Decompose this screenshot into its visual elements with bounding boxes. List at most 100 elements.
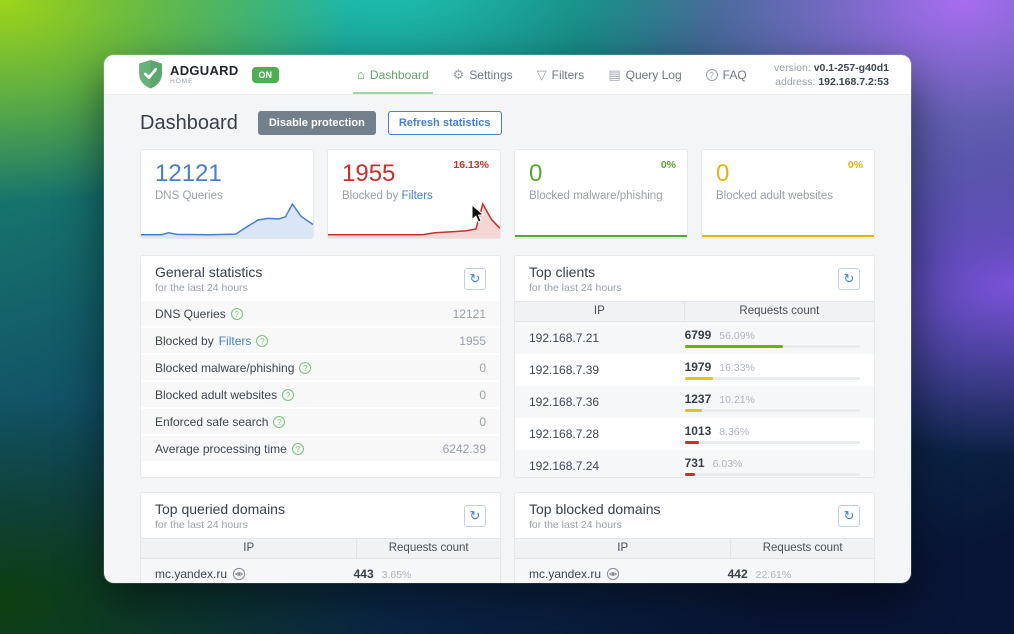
stat-card: 0 Blocked malware/phishing 0% <box>514 149 688 239</box>
refresh-icon[interactable]: ↻ <box>838 505 860 527</box>
blocked-malware-value: 0 <box>529 160 543 187</box>
panel-title: Top queried domains <box>155 501 285 517</box>
dns-queries-value: 12121 <box>155 160 222 187</box>
nav-faq[interactable]: ? FAQ <box>705 55 747 94</box>
help-icon[interactable]: ? <box>256 334 269 347</box>
progress-track <box>684 441 860 444</box>
blocked-filters-label: Blocked by Filters <box>342 190 433 202</box>
disable-protection-button[interactable]: Disable protection <box>257 111 376 135</box>
panel-title: Top blocked domains <box>529 501 661 517</box>
stat-card: 12121 DNS Queries <box>140 149 314 239</box>
panel-subtitle: for the last 24 hours <box>155 519 248 531</box>
blocked-adult-value: 0 <box>716 160 730 187</box>
stat-percent: 16.13% <box>453 159 489 171</box>
nav-query-log-label: Query Log <box>625 67 682 82</box>
top-queried-domains-panel: Top queried domains for the last 24 hour… <box>140 492 501 583</box>
home-icon: ⌂ <box>357 67 365 82</box>
col-ip[interactable]: IP <box>243 542 255 554</box>
progress-track <box>684 409 860 412</box>
refresh-icon[interactable]: ↻ <box>464 505 486 527</box>
col-requests-count[interactable]: Requests count <box>730 539 874 558</box>
refresh-icon[interactable]: ↻ <box>838 268 860 290</box>
blocked-adult-label: Blocked adult websites <box>716 190 833 202</box>
progress-fill <box>684 441 700 444</box>
page-title: Dashboard <box>140 111 238 134</box>
table-row: 192.168.7.21 6799 56.09% <box>515 322 874 354</box>
address-label: address: <box>775 75 816 88</box>
help-icon[interactable]: ? <box>273 415 286 428</box>
nav-query-log[interactable]: ▤ Query Log <box>608 55 681 94</box>
table-row: 192.168.7.28 1013 8.36% <box>515 418 874 450</box>
help-icon[interactable]: ? <box>299 361 312 374</box>
shield-check-icon <box>139 60 162 89</box>
top-clients-table: 192.168.7.21 6799 56.09% 192.168.7.39 197… <box>515 322 874 477</box>
nav-faq-label: FAQ <box>722 67 747 82</box>
nav-settings-label: Settings <box>469 67 513 82</box>
eye-icon[interactable] <box>232 567 246 581</box>
col-requests-count[interactable]: Requests count <box>683 302 874 321</box>
main-nav: ⌂ Dashboard ⚙ Settings ▽ Filters ▤ Query… <box>353 55 747 94</box>
progress-track <box>684 473 860 476</box>
question-circle-icon: ? <box>705 68 718 81</box>
dashboard-content: Dashboard Disable protection Refresh sta… <box>104 95 911 583</box>
table-row: Enforced safe search? 0 <box>141 409 500 436</box>
stat-cards-row: 12121 DNS Queries 1955 Blocked by Filter… <box>140 149 875 239</box>
refresh-statistics-button[interactable]: Refresh statistics <box>387 111 502 135</box>
eye-icon[interactable] <box>606 567 620 581</box>
table-header: IP Requests count <box>141 538 500 559</box>
panel-subtitle: for the last 24 hours <box>155 282 248 294</box>
progress-track <box>684 345 860 348</box>
stat-percent: 0% <box>847 159 863 171</box>
refresh-icon[interactable]: ↻ <box>464 268 486 290</box>
mouse-cursor <box>471 204 485 223</box>
table-row: Blocked by Filters? 1955 <box>141 328 500 355</box>
app-header: ADGUARD HOME ON ⌂ Dashboard ⚙ Settings ▽… <box>104 55 911 95</box>
nav-filters-label: Filters <box>551 67 585 82</box>
help-icon[interactable]: ? <box>291 442 304 455</box>
table-row: 192.168.7.36 1237 10.21% <box>515 386 874 418</box>
general-statistics-table: DNS Queries? 12121 Blocked by Filters? 19… <box>141 301 500 463</box>
document-icon: ▤ <box>608 67 621 82</box>
help-icon[interactable]: ? <box>282 388 295 401</box>
table-row: mc.yandex.ru 442 22.61% <box>515 559 874 583</box>
version-label: version: <box>774 61 811 74</box>
logo-brand: ADGUARD <box>170 62 239 78</box>
top-blocked-domains-panel: Top blocked domains for the last 24 hour… <box>514 492 875 583</box>
progress-track <box>684 377 860 380</box>
nav-filters[interactable]: ▽ Filters <box>537 55 585 94</box>
table-header: IP Requests count <box>515 538 874 559</box>
filters-link[interactable]: Filters <box>218 333 252 348</box>
funnel-icon: ▽ <box>536 67 547 82</box>
general-statistics-panel: General statistics for the last 24 hours… <box>140 255 501 478</box>
progress-fill <box>684 409 703 412</box>
logo-sub: HOME <box>170 77 194 85</box>
col-ip[interactable]: IP <box>593 305 605 317</box>
table-row: Blocked malware/phishing? 0 <box>141 355 500 382</box>
stat-card: 1955 Blocked by Filters 16.13% <box>327 149 501 239</box>
dns-queries-label: DNS Queries <box>155 190 223 202</box>
panel-subtitle: for the last 24 hours <box>529 519 622 531</box>
dns-queries-sparkline <box>141 198 313 238</box>
stat-card: 0 Blocked adult websites 0% <box>701 149 875 239</box>
progress-fill <box>684 473 696 476</box>
adguard-logo[interactable]: ADGUARD HOME ON <box>138 60 280 89</box>
table-row: Average processing time? 6242.39 <box>141 436 500 463</box>
col-requests-count[interactable]: Requests count <box>356 539 500 558</box>
progress-fill <box>684 345 783 348</box>
nav-settings[interactable]: ⚙ Settings <box>453 55 513 94</box>
version-info: version: v0.1-257-g40d1 address: 192.168… <box>774 61 889 89</box>
panel-subtitle: for the last 24 hours <box>529 282 622 294</box>
blocked-adult-sparkline <box>702 198 874 238</box>
blocked-malware-sparkline <box>515 198 687 238</box>
nav-dashboard[interactable]: ⌂ Dashboard <box>353 55 433 94</box>
panel-title: General statistics <box>155 264 263 280</box>
blocked-filters-sparkline <box>328 198 500 238</box>
col-ip[interactable]: IP <box>617 542 629 554</box>
panel-title: Top clients <box>529 264 596 280</box>
protection-on-badge: ON <box>251 66 280 83</box>
filters-link[interactable]: Filters <box>401 190 433 202</box>
help-icon[interactable]: ? <box>230 307 243 320</box>
blocked-filters-value: 1955 <box>342 160 396 187</box>
table-row: DNS Queries? 12121 <box>141 301 500 328</box>
